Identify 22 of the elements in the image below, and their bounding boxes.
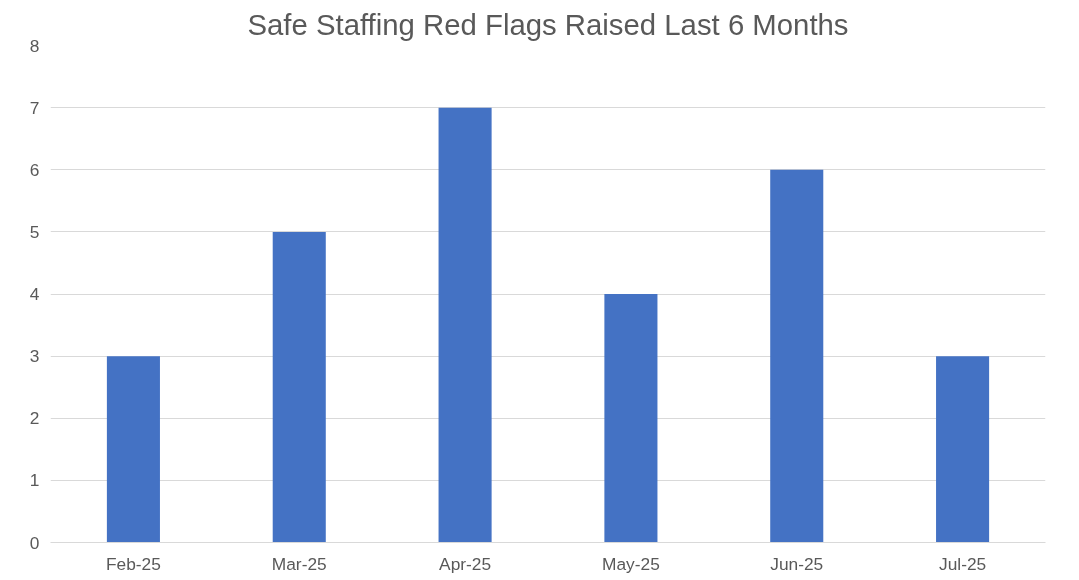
bar (272, 231, 326, 543)
chart-title: Safe Staffing Red Flags Raised Last 6 Months (247, 7, 849, 41)
x-tick-label: Mar-25 (271, 553, 327, 574)
bar (438, 107, 492, 543)
y-tick-label: 3 (29, 346, 40, 367)
x-tick-label: Feb-25 (105, 553, 161, 574)
x-tick-label: May-25 (602, 553, 660, 574)
y-tick-label: 7 (29, 97, 40, 118)
y-tick-label: 6 (29, 159, 40, 180)
x-tick-label: Jun-25 (770, 553, 824, 574)
y-tick-label: 0 (29, 532, 40, 553)
y-tick-label: 4 (29, 284, 40, 304)
bar (106, 356, 160, 543)
y-tick-label: 1 (29, 470, 40, 491)
x-tick-label: Apr-25 (439, 553, 492, 574)
bar (770, 169, 824, 543)
bar (936, 356, 990, 543)
x-tick-label: Jul-25 (938, 553, 987, 574)
y-tick-label: 5 (29, 221, 40, 242)
y-tick-label: 8 (29, 35, 40, 56)
bar (604, 294, 658, 543)
y-tick-label: 2 (29, 408, 40, 429)
